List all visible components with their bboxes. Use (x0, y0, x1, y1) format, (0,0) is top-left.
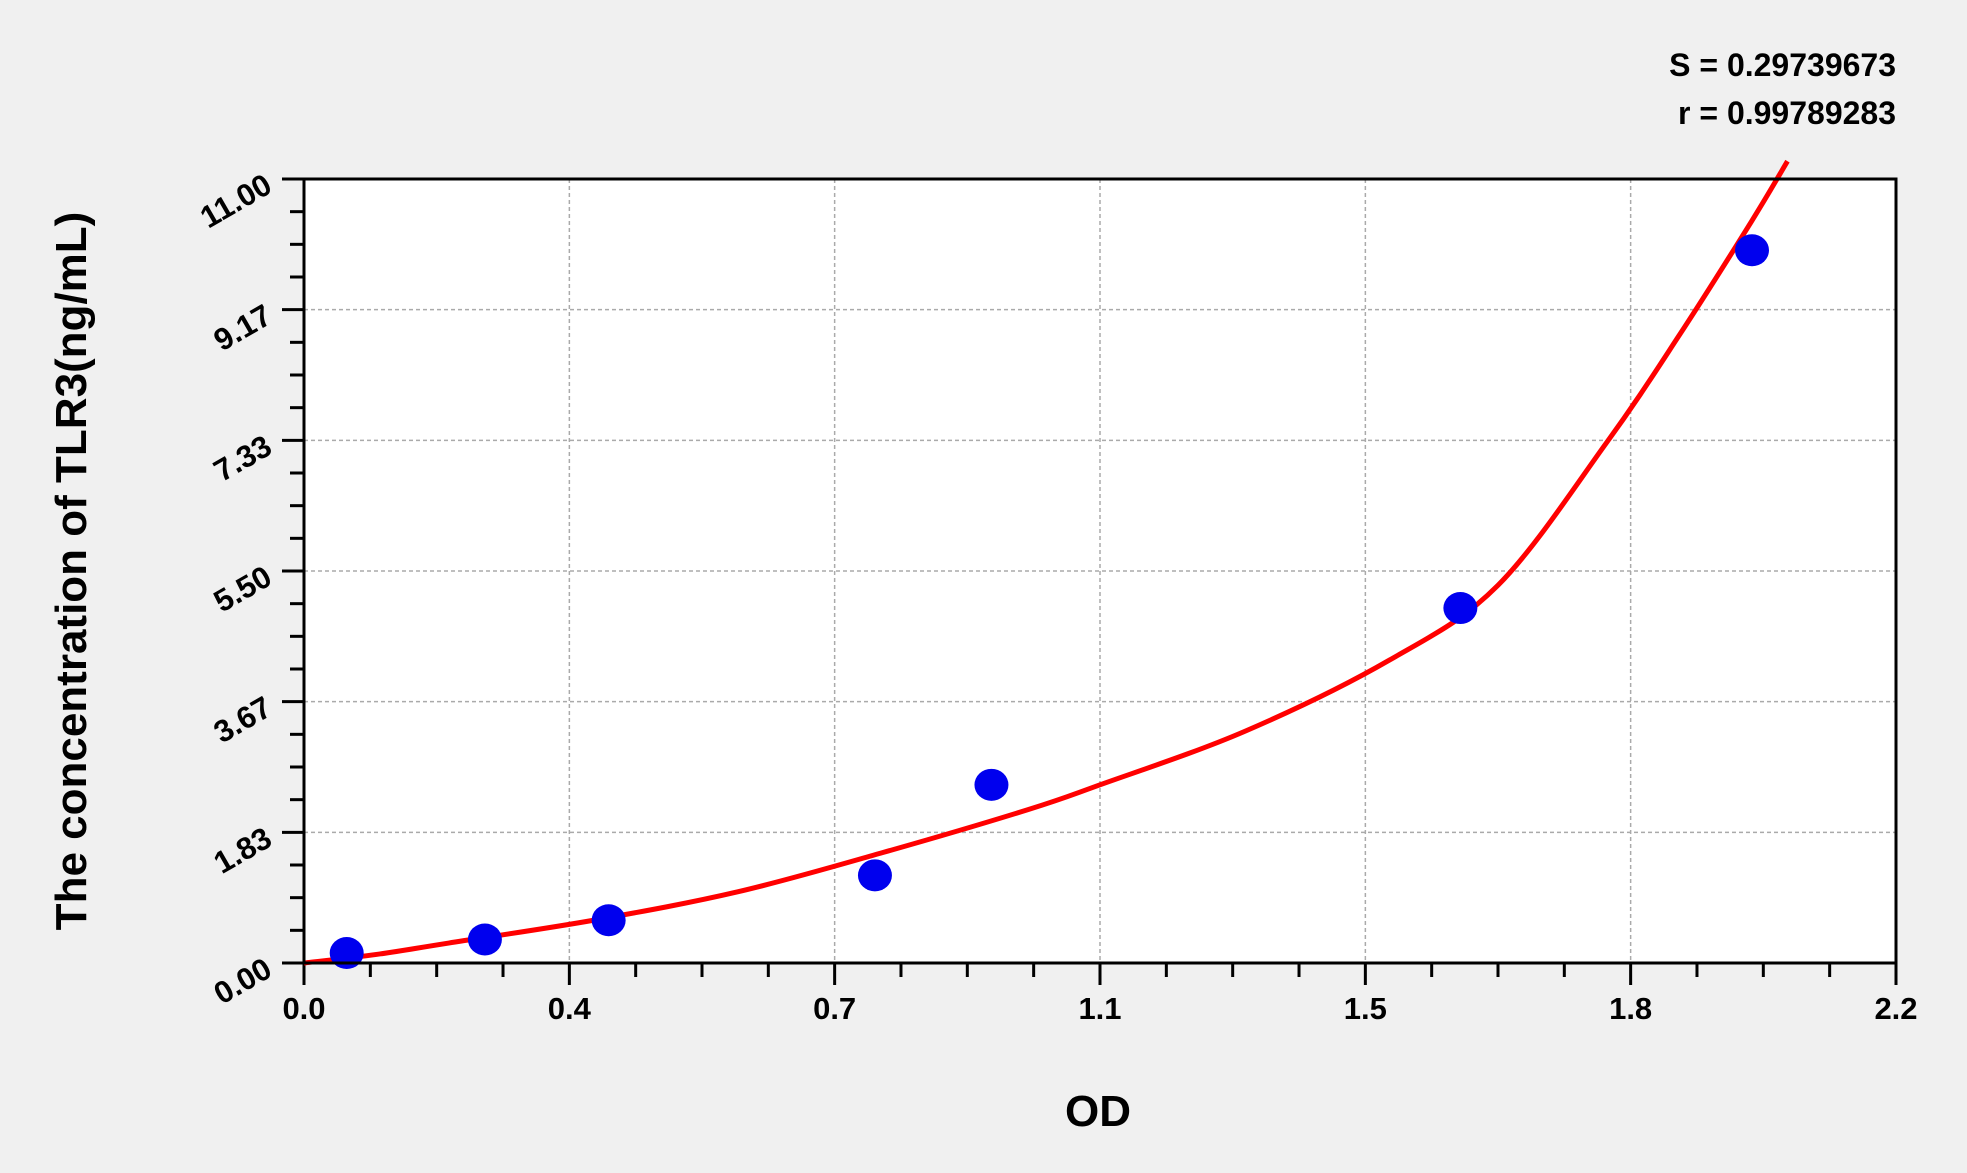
y-tick-label: 11.00 (194, 167, 277, 235)
x-tick-label: 2.2 (1874, 991, 1917, 1026)
data-point (467, 923, 502, 956)
x-tick-label: 0.7 (813, 991, 856, 1026)
y-tick-label: 7.33 (208, 428, 278, 488)
data-point (857, 859, 892, 892)
y-tick-label: 1.83 (208, 820, 278, 880)
plot-frame (302, 177, 1898, 965)
x-tick-label: 1.5 (1344, 991, 1387, 1026)
ticks (282, 177, 1898, 985)
x-tick-labels: 0.0 0.4 0.7 1.1 1.5 1.8 2.2 (282, 991, 1917, 1026)
data-point (1734, 234, 1769, 267)
y-tick-label: 9.17 (208, 297, 278, 357)
grid (304, 179, 1896, 963)
x-tick-label: 1.8 (1609, 991, 1652, 1026)
annotation-r: r = 0.99789283 (1678, 95, 1896, 131)
y-tick-label: 3.67 (208, 689, 278, 749)
data-point (974, 768, 1009, 801)
x-tick-label: 0.0 (282, 991, 325, 1026)
x-axis-label: OD (1065, 1087, 1131, 1136)
data-points (329, 234, 1769, 970)
x-tick-label: 0.4 (548, 991, 592, 1026)
data-point (329, 937, 364, 970)
fitted-curve (303, 159, 1790, 966)
annotation-s: S = 0.29739673 (1669, 47, 1896, 83)
data-point (1443, 592, 1478, 625)
y-tick-label: 5.50 (208, 559, 278, 619)
y-tick-label: 0.00 (208, 951, 278, 1011)
x-tick-label: 1.1 (1078, 991, 1121, 1026)
y-axis-label: The concentration of TLR3(ng/mL) (47, 212, 96, 931)
data-point (591, 904, 626, 937)
y-tick-labels: 0.00 1.83 3.67 5.50 7.33 9.17 11.00 (194, 167, 277, 1011)
